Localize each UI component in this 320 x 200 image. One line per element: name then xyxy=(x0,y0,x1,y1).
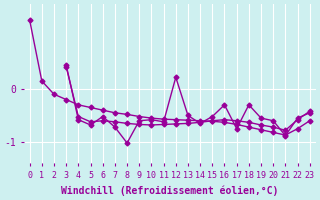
X-axis label: Windchill (Refroidissement éolien,°C): Windchill (Refroidissement éolien,°C) xyxy=(61,185,278,196)
